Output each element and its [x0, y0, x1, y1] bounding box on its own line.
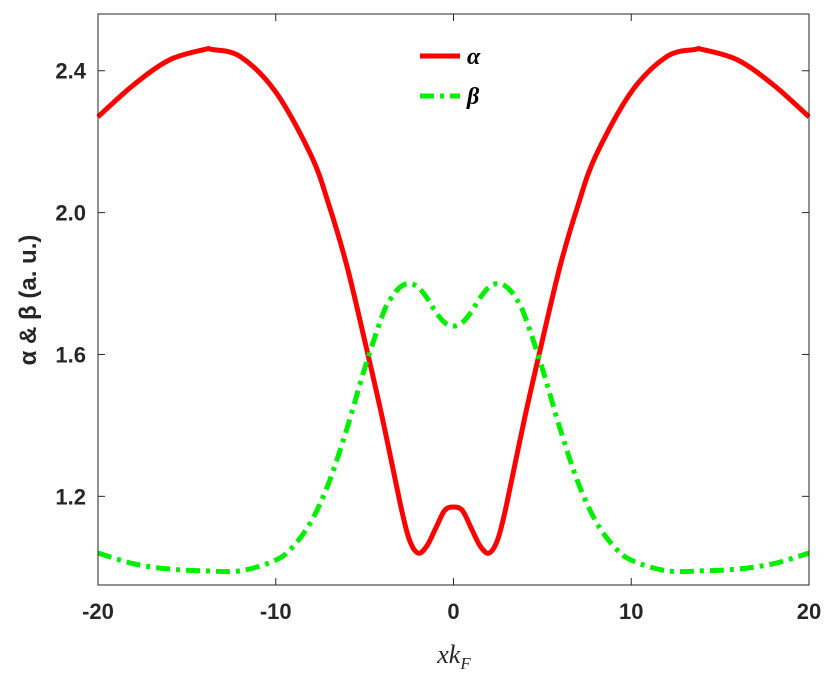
legend-label-beta: β	[466, 84, 480, 110]
x-axis-label-var: x	[436, 640, 449, 669]
x-tick-label: 20	[797, 599, 821, 624]
x-tick-label: -10	[260, 599, 292, 624]
data-series	[96, 45, 811, 575]
y-axis-label: α & β (a. u.)	[15, 235, 42, 366]
legend-label-alpha: α	[467, 44, 481, 70]
series-line-alpha	[96, 45, 811, 556]
y-tick-label: 2.0	[55, 201, 86, 226]
x-tick-label: 10	[619, 599, 643, 624]
x-tick-label: 0	[447, 599, 459, 624]
y-tick-label: 2.4	[55, 59, 86, 84]
plot-area-frame	[97, 13, 810, 586]
y-tick-label: 1.2	[55, 484, 86, 509]
x-axis-ticks: -20 -10 0 10 20	[82, 14, 821, 624]
x-tick-label: -20	[82, 599, 114, 624]
x-axis-label-subscript: F	[459, 654, 471, 673]
y-axis-ticks: 1.2 1.6 2.0 2.4	[55, 59, 809, 509]
x-axis-label-k: k	[449, 640, 461, 669]
y-tick-label: 1.6	[55, 342, 86, 367]
series-line-beta	[97, 281, 810, 575]
legend: α β	[420, 44, 481, 110]
x-axis-label: xkF	[436, 640, 471, 673]
